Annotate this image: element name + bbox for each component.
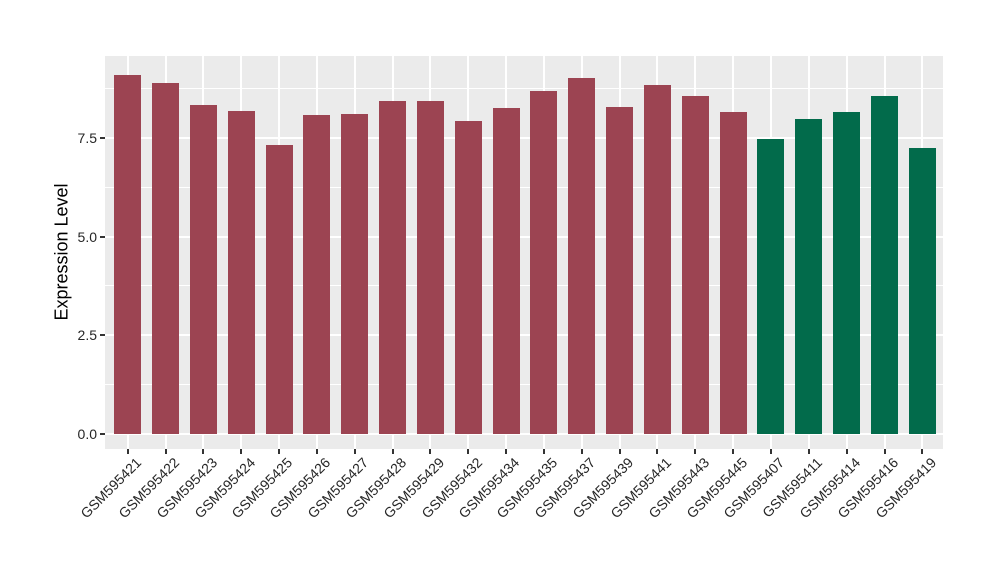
bar-GSM595407 — [757, 139, 785, 434]
x-tick-mark — [202, 449, 205, 454]
x-tick-mark — [807, 449, 810, 454]
x-tick-mark — [542, 449, 545, 454]
y-tick-label: 7.5 — [77, 129, 97, 146]
y-tick-mark — [100, 334, 105, 337]
x-tick-mark — [845, 449, 848, 454]
x-tick-mark — [391, 449, 394, 454]
x-tick-mark — [164, 449, 167, 454]
x-tick-mark — [618, 449, 621, 454]
bar-GSM595443 — [681, 95, 709, 434]
major-gridline — [105, 136, 943, 139]
bar-GSM595421 — [114, 75, 142, 434]
bar-GSM595411 — [795, 118, 823, 434]
y-tick-label: 2.5 — [77, 327, 97, 344]
bar-GSM595439 — [606, 106, 634, 434]
y-axis-title: Expression Level — [51, 183, 72, 321]
x-tick-mark — [769, 449, 772, 454]
y-tick-mark — [100, 235, 105, 238]
x-tick-mark — [315, 449, 318, 454]
bar-GSM595434 — [492, 108, 520, 434]
major-gridline — [105, 334, 943, 337]
y-tick-label: 0.0 — [77, 426, 97, 442]
plot-panel — [105, 56, 943, 449]
x-tick-mark — [694, 449, 697, 454]
bar-GSM595419 — [908, 148, 936, 434]
bar-GSM595425 — [265, 145, 293, 434]
minor-gridline — [105, 87, 943, 89]
major-gridline — [105, 433, 943, 435]
x-tick-mark — [126, 449, 129, 454]
y-tick-mark — [100, 136, 105, 139]
y-tick-label: 5.0 — [77, 228, 97, 245]
bar-GSM595426 — [303, 115, 331, 434]
bar-GSM595437 — [568, 77, 596, 434]
minor-gridline — [105, 285, 943, 287]
major-gridline — [105, 235, 943, 238]
bar-GSM595423 — [189, 105, 217, 434]
x-tick-mark — [921, 449, 924, 454]
bar-GSM595445 — [719, 112, 747, 434]
minor-gridline — [105, 384, 943, 386]
bar-GSM595427 — [341, 114, 369, 434]
bar-GSM595414 — [833, 112, 861, 434]
x-tick-mark — [580, 449, 583, 454]
x-tick-mark — [467, 449, 470, 454]
x-tick-mark — [883, 449, 886, 454]
x-tick-mark — [429, 449, 432, 454]
x-tick-mark — [732, 449, 735, 454]
x-tick-mark — [240, 449, 243, 454]
bar-GSM595435 — [530, 90, 558, 434]
minor-gridline — [105, 186, 943, 188]
bar-GSM595424 — [227, 110, 255, 434]
bar-GSM595441 — [643, 84, 671, 434]
x-tick-mark — [278, 449, 281, 454]
x-tick-mark — [656, 449, 659, 454]
bar-GSM595432 — [454, 120, 482, 434]
x-tick-mark — [505, 449, 508, 454]
bar-GSM595429 — [416, 101, 444, 434]
x-tick-mark — [353, 449, 356, 454]
bar-GSM595428 — [379, 101, 407, 434]
y-tick-mark — [100, 433, 105, 435]
bar-GSM595416 — [871, 96, 898, 434]
bar-GSM595422 — [152, 82, 180, 434]
